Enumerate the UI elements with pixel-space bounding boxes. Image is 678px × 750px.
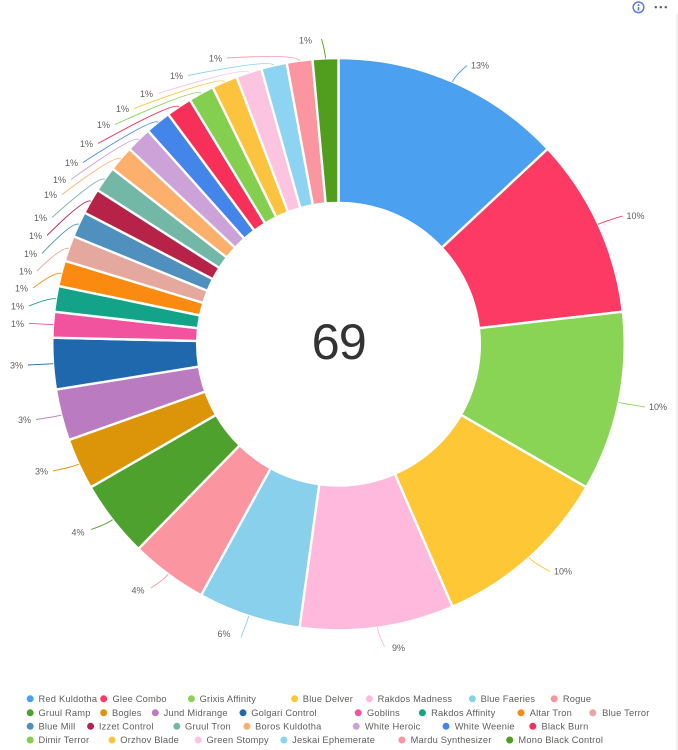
svg-text:Orzhov Blade: Orzhov Blade [120, 735, 179, 745]
svg-text:Green Stompy: Green Stompy [207, 735, 269, 745]
svg-text:1%: 1% [11, 319, 24, 329]
svg-text:1%: 1% [19, 267, 32, 277]
svg-text:Black Burn: Black Burn [542, 722, 589, 732]
svg-text:1%: 1% [44, 190, 57, 200]
svg-text:1%: 1% [53, 175, 66, 185]
svg-text:1%: 1% [209, 54, 222, 64]
svg-text:1%: 1% [140, 89, 153, 99]
svg-text:6%: 6% [217, 629, 230, 639]
svg-text:1%: 1% [299, 36, 312, 46]
svg-text:10%: 10% [627, 211, 645, 221]
svg-text:4%: 4% [71, 528, 84, 538]
svg-text:1%: 1% [11, 302, 24, 312]
svg-text:Golgari Control: Golgari Control [251, 708, 317, 718]
svg-text:1%: 1% [29, 231, 42, 241]
svg-text:1%: 1% [65, 158, 78, 168]
svg-text:1%: 1% [116, 104, 129, 114]
svg-text:Jund Midrange: Jund Midrange [164, 708, 228, 718]
svg-text:Grixis Affinity: Grixis Affinity [200, 694, 257, 704]
svg-text:1%: 1% [170, 71, 183, 81]
svg-text:Red Kuldotha: Red Kuldotha [39, 694, 98, 704]
svg-text:10%: 10% [554, 567, 572, 577]
svg-text:10%: 10% [649, 402, 667, 412]
svg-text:Blue Delver: Blue Delver [303, 694, 353, 704]
svg-text:Rogue: Rogue [563, 694, 591, 704]
svg-text:Dimir Terror: Dimir Terror [39, 735, 90, 745]
svg-text:Blue Mill: Blue Mill [39, 722, 76, 732]
svg-text:Rakdos Affinity: Rakdos Affinity [431, 708, 495, 718]
svg-text:Blue Terror: Blue Terror [602, 708, 650, 718]
svg-text:Glee Combo: Glee Combo [113, 694, 167, 704]
svg-text:White Weenie: White Weenie [455, 722, 515, 732]
svg-text:3%: 3% [18, 415, 31, 425]
svg-text:69: 69 [312, 313, 366, 370]
svg-text:Goblins: Goblins [367, 708, 400, 718]
svg-text:Boros Kuldotha: Boros Kuldotha [255, 722, 322, 732]
svg-text:Izzet Control: Izzet Control [99, 722, 154, 732]
svg-text:Rakdos Madness: Rakdos Madness [378, 694, 453, 704]
svg-text:1%: 1% [24, 249, 37, 259]
svg-text:Altar Tron: Altar Tron [530, 708, 572, 718]
svg-text:Gruul Tron: Gruul Tron [185, 722, 231, 732]
svg-text:White Heroic: White Heroic [365, 722, 421, 732]
svg-text:9%: 9% [392, 643, 405, 653]
svg-text:1%: 1% [15, 284, 28, 294]
svg-text:13%: 13% [471, 61, 489, 71]
svg-text:Gruul Ramp: Gruul Ramp [39, 708, 91, 718]
svg-text:Mono Black Control: Mono Black Control [518, 735, 603, 745]
svg-text:Blue Faeries: Blue Faeries [481, 694, 536, 704]
svg-text:1%: 1% [34, 213, 47, 223]
svg-text:4%: 4% [131, 586, 144, 596]
svg-text:Bogles: Bogles [112, 708, 142, 718]
svg-text:3%: 3% [35, 467, 48, 477]
svg-text:1%: 1% [97, 120, 110, 130]
svg-text:3%: 3% [10, 361, 23, 371]
svg-text:1%: 1% [80, 139, 93, 149]
svg-text:Mardu Synthesizer: Mardu Synthesizer [411, 735, 492, 745]
svg-text:Jeskai Ephemerate: Jeskai Ephemerate [292, 735, 375, 745]
